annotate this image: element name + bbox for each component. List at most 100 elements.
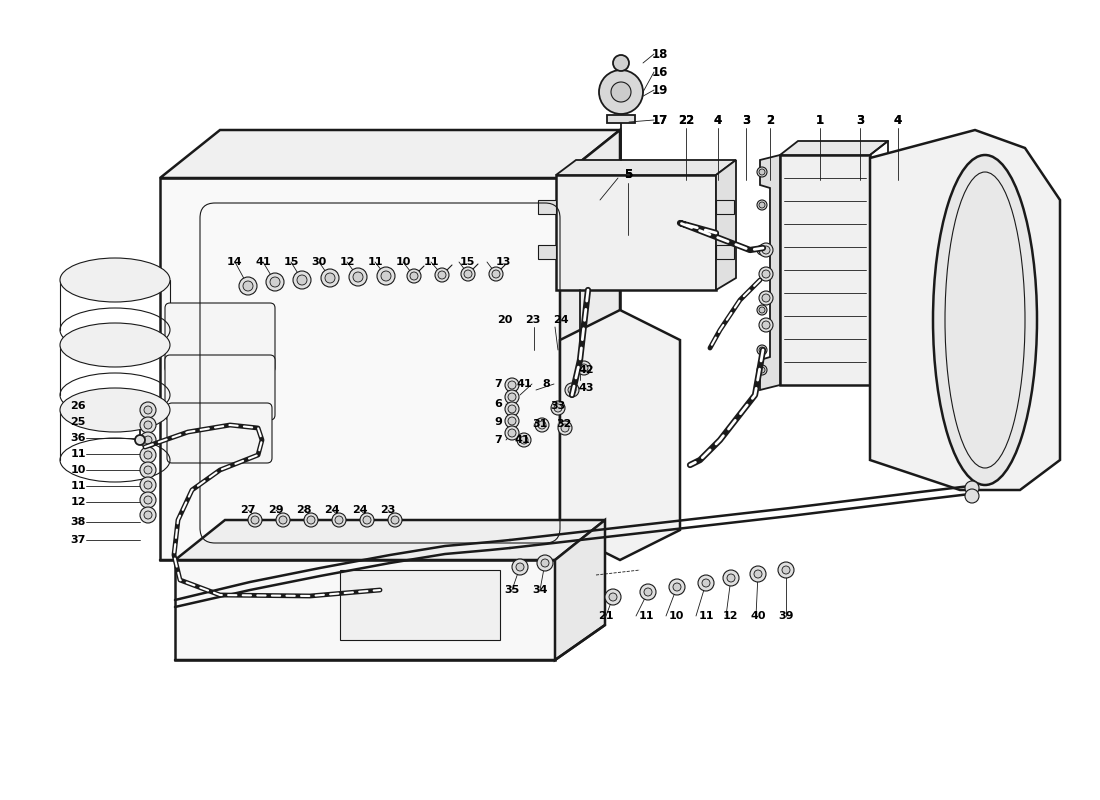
- Circle shape: [293, 271, 311, 289]
- Circle shape: [644, 588, 652, 596]
- Polygon shape: [556, 175, 716, 290]
- Circle shape: [360, 513, 374, 527]
- Circle shape: [140, 417, 156, 433]
- Text: 8: 8: [542, 379, 550, 389]
- Circle shape: [508, 381, 516, 389]
- Circle shape: [757, 345, 767, 355]
- Circle shape: [759, 202, 764, 208]
- Text: 21: 21: [598, 611, 614, 621]
- Circle shape: [965, 489, 979, 503]
- Circle shape: [609, 593, 617, 601]
- Circle shape: [759, 169, 764, 175]
- Circle shape: [759, 347, 764, 353]
- Circle shape: [508, 429, 516, 437]
- Bar: [607, 115, 635, 123]
- Circle shape: [965, 481, 979, 495]
- FancyBboxPatch shape: [165, 355, 275, 420]
- Circle shape: [600, 70, 643, 114]
- Text: 16: 16: [652, 66, 668, 78]
- Text: 33: 33: [550, 401, 565, 411]
- Circle shape: [757, 305, 767, 315]
- Circle shape: [669, 579, 685, 595]
- Circle shape: [580, 364, 588, 372]
- Text: 12: 12: [70, 497, 86, 507]
- Text: 6: 6: [494, 399, 502, 409]
- Ellipse shape: [60, 388, 170, 432]
- Circle shape: [568, 386, 576, 394]
- Circle shape: [505, 390, 519, 404]
- Circle shape: [140, 402, 156, 418]
- Text: 11: 11: [698, 611, 714, 621]
- Text: 2: 2: [766, 114, 774, 126]
- Circle shape: [279, 516, 287, 524]
- Circle shape: [505, 402, 519, 416]
- Circle shape: [535, 418, 549, 432]
- Circle shape: [750, 566, 766, 582]
- Circle shape: [276, 513, 290, 527]
- Circle shape: [381, 271, 390, 281]
- Text: 31: 31: [532, 419, 548, 429]
- Polygon shape: [556, 520, 605, 660]
- Circle shape: [353, 272, 363, 282]
- Bar: [780, 155, 870, 385]
- Circle shape: [561, 424, 569, 432]
- Polygon shape: [175, 560, 556, 660]
- Circle shape: [461, 267, 475, 281]
- Circle shape: [144, 496, 152, 504]
- Circle shape: [349, 268, 367, 286]
- Text: 3: 3: [856, 114, 865, 126]
- Circle shape: [610, 82, 631, 102]
- Text: 29: 29: [268, 505, 284, 515]
- Circle shape: [782, 566, 790, 574]
- Text: 11: 11: [70, 449, 86, 459]
- Circle shape: [762, 294, 770, 302]
- Circle shape: [140, 432, 156, 448]
- Text: 27: 27: [240, 505, 255, 515]
- Text: 34: 34: [532, 585, 548, 595]
- Circle shape: [144, 451, 152, 459]
- Circle shape: [434, 268, 449, 282]
- Circle shape: [377, 267, 395, 285]
- Text: 23: 23: [381, 505, 396, 515]
- Text: 9: 9: [494, 417, 502, 427]
- Circle shape: [565, 383, 579, 397]
- Circle shape: [759, 367, 764, 373]
- Polygon shape: [760, 155, 780, 390]
- Text: 4: 4: [894, 114, 902, 126]
- Circle shape: [727, 574, 735, 582]
- Circle shape: [144, 481, 152, 489]
- Text: 35: 35: [505, 585, 519, 595]
- Text: 3: 3: [741, 114, 750, 126]
- Text: 19: 19: [652, 83, 668, 97]
- Circle shape: [723, 570, 739, 586]
- Circle shape: [140, 447, 156, 463]
- Circle shape: [517, 433, 531, 447]
- Circle shape: [554, 404, 562, 412]
- Text: 11: 11: [638, 611, 653, 621]
- Text: 39: 39: [779, 611, 794, 621]
- Circle shape: [508, 393, 516, 401]
- Circle shape: [512, 559, 528, 575]
- Circle shape: [270, 277, 280, 287]
- FancyBboxPatch shape: [167, 403, 272, 463]
- Text: 11: 11: [70, 481, 86, 491]
- Text: 38: 38: [70, 517, 86, 527]
- Circle shape: [140, 462, 156, 478]
- Text: 24: 24: [352, 505, 367, 515]
- Circle shape: [762, 321, 770, 329]
- Circle shape: [759, 247, 764, 253]
- Circle shape: [762, 270, 770, 278]
- Text: 17: 17: [652, 114, 668, 126]
- Circle shape: [492, 270, 500, 278]
- Circle shape: [558, 421, 572, 435]
- Circle shape: [702, 579, 710, 587]
- Circle shape: [410, 272, 418, 280]
- Text: 23: 23: [526, 315, 541, 325]
- Circle shape: [332, 513, 346, 527]
- Text: 10: 10: [395, 257, 410, 267]
- Text: 10: 10: [70, 465, 86, 475]
- Text: 22: 22: [678, 114, 694, 126]
- Text: 43: 43: [579, 383, 594, 393]
- Circle shape: [464, 270, 472, 278]
- Text: 4: 4: [894, 114, 902, 126]
